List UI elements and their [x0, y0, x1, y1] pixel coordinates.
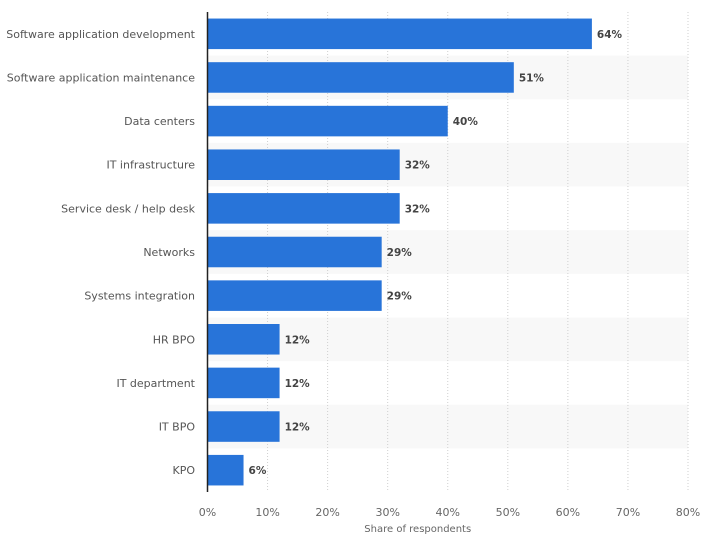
category-label: Service desk / help desk [61, 202, 195, 215]
x-tick-label: 30% [375, 506, 399, 519]
category-label: Data centers [124, 115, 195, 128]
data-label: 12% [285, 422, 311, 434]
data-label: 32% [405, 160, 431, 172]
bar[interactable] [207, 149, 400, 180]
bar[interactable] [207, 62, 514, 93]
bar[interactable] [207, 280, 382, 311]
category-label: IT BPO [159, 421, 196, 434]
data-label: 51% [519, 72, 545, 84]
bar[interactable] [207, 236, 382, 268]
bar[interactable] [207, 367, 280, 399]
data-label: 6% [249, 465, 267, 477]
category-label: IT department [116, 377, 195, 390]
data-labels: 64% 51% 40% 32% 32% 29% 29% 12% 12% 12% 6% [249, 29, 623, 477]
data-label: 64% [597, 29, 623, 41]
bar[interactable] [207, 18, 592, 50]
bar[interactable] [207, 411, 280, 442]
data-label: 29% [387, 247, 413, 259]
data-label: 29% [387, 291, 413, 303]
category-label: HR BPO [153, 333, 196, 346]
bar[interactable] [207, 324, 280, 355]
bar[interactable] [207, 105, 448, 137]
data-label: 40% [453, 116, 479, 128]
x-tick-label: 10% [255, 506, 279, 519]
category-label: IT infrastructure [106, 159, 195, 172]
bar[interactable] [207, 454, 244, 486]
category-labels: Software application development Software… [6, 28, 195, 477]
x-tick-label: 60% [556, 506, 580, 519]
x-tick-label: 20% [315, 506, 339, 519]
data-label: 12% [285, 334, 311, 346]
x-tick-label: 50% [496, 506, 520, 519]
x-axis-title: Share of respondents [364, 524, 471, 535]
x-tick-label: 0% [199, 506, 216, 519]
category-label: Software application maintenance [7, 71, 195, 84]
x-tick-label: 70% [616, 506, 640, 519]
bar[interactable] [207, 193, 400, 224]
category-label: Systems integration [84, 290, 195, 303]
category-label: Software application development [6, 28, 195, 41]
category-label: KPO [172, 464, 195, 477]
x-tick-label: 80% [676, 506, 700, 519]
data-label: 32% [405, 203, 431, 215]
bars [207, 18, 592, 486]
x-axis-ticks: 0% 10% 20% 30% 40% 50% 60% 70% 80% [199, 506, 700, 519]
category-label: Networks [143, 246, 195, 259]
x-tick-label: 40% [436, 506, 460, 519]
data-label: 12% [285, 378, 311, 390]
